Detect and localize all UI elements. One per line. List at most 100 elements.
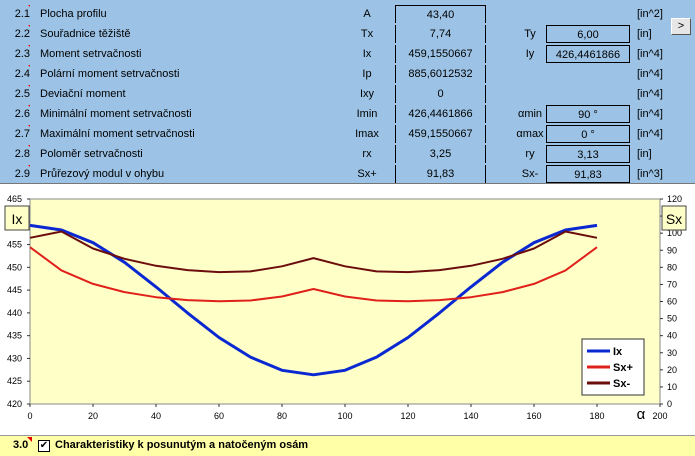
y-right-tick-label: 120: [667, 194, 682, 204]
row-symbol-2: Ty: [524, 28, 536, 40]
row-value[interactable]: 43,40: [395, 5, 486, 23]
y-right-tick-label: 70: [667, 279, 677, 289]
row-number: 2.6: [0, 105, 30, 123]
row-label: Deviační moment: [40, 88, 126, 100]
table-row: 2.9 Průřezový modul v ohybu Sx+ 91,83 Sx- 91,…: [0, 165, 695, 183]
row-label: Moment setrvačnosti: [40, 48, 142, 60]
row-symbol: Imax: [355, 128, 379, 140]
row-symbol-2: Iy: [525, 48, 535, 60]
y-right-tick-label: 100: [667, 228, 682, 238]
row-symbol-2: αmin: [517, 108, 543, 120]
row-unit: [in]: [637, 148, 652, 160]
row-value[interactable]: 459,1550667: [395, 125, 486, 143]
y-right-tick-label: 80: [667, 262, 677, 272]
row-symbol: Ix: [362, 48, 372, 60]
y-right-tick-label: 30: [667, 348, 677, 358]
row-label: Souřadnice těžiště: [40, 28, 131, 40]
row-unit: [in^4]: [637, 88, 663, 100]
x-tick-label: 20: [88, 411, 98, 421]
y-left-tick-label: 450: [7, 262, 22, 272]
row-value[interactable]: 7,74: [395, 25, 486, 43]
x-tick-label: 40: [151, 411, 161, 421]
row-number: 2.4: [0, 65, 30, 83]
legend-label: Sx+: [613, 362, 633, 374]
row-value[interactable]: 885,6012532: [395, 65, 486, 83]
series-line-ix: [29, 223, 598, 377]
y-left-tick-label: 465: [7, 194, 22, 204]
row-symbol: Tx: [360, 28, 374, 40]
next-button[interactable]: >: [671, 18, 691, 35]
row-label: Průřezový modul v ohybu: [40, 168, 165, 180]
row-label: Plocha profilu: [40, 8, 107, 20]
y-left-tick-label: 420: [7, 399, 22, 409]
row-label: Minimální moment setrvačnosti: [40, 108, 192, 120]
row-unit: [in^3]: [637, 168, 663, 180]
row-unit: [in^4]: [637, 128, 663, 140]
row-value-2[interactable]: 6,00: [546, 25, 630, 43]
table-row: 2.2 Souřadnice těžiště Tx 7,74 Ty 6,00 [in]: [0, 25, 695, 43]
comment-marker: [28, 165, 30, 170]
row-unit: [in^2]: [637, 8, 663, 20]
row-value[interactable]: 91,83: [395, 165, 486, 183]
section-footer: 3.0 ✔ Charakteristiky k posunutým a nato…: [0, 435, 695, 456]
y-left-tick-label: 430: [7, 353, 22, 363]
row-unit: [in^4]: [637, 68, 663, 80]
row-number: 2.7: [0, 125, 30, 143]
x-tick-label: 100: [337, 411, 352, 421]
row-value-2[interactable]: 3,13: [546, 145, 630, 163]
row-value[interactable]: 3,25: [395, 145, 486, 163]
comment-marker: [28, 65, 30, 70]
y-right-tick-label: 60: [667, 297, 677, 307]
row-symbol: A: [363, 8, 371, 20]
y-right-tick-label: 50: [667, 314, 677, 324]
y-left-tick-label: 425: [7, 376, 22, 386]
y-left-tick-label: 445: [7, 285, 22, 295]
table-row: 2.6 Minimální moment setrvačnosti Imin 426,…: [0, 105, 695, 123]
row-symbol-2: Sx-: [521, 168, 539, 180]
x-tick-label: 120: [400, 411, 415, 421]
x-tick-label: 160: [526, 411, 541, 421]
y-left-tick-label: 455: [7, 240, 22, 250]
comment-marker: [28, 25, 30, 30]
legend-label: Sx-: [613, 378, 630, 390]
row-label: Polární moment setrvačnosti: [40, 68, 180, 80]
row-number: 2.8: [0, 145, 30, 163]
row-number: 2.1: [0, 5, 30, 23]
x-axis-label: α: [637, 406, 646, 423]
right-axis-label-box: [661, 205, 687, 231]
table-row: 2.4 Polární moment setrvačnosti Ip 885,6012…: [0, 65, 695, 83]
row-unit: [in]: [637, 28, 652, 40]
row-symbol: Imin: [356, 108, 378, 120]
y-left-tick-label: 435: [7, 331, 22, 341]
row-label: Maximální moment setrvačnosti: [40, 128, 195, 140]
table-row: 2.3 Moment setrvačnosti Ix 459,1550667 Iy 426…: [0, 45, 695, 63]
x-tick-label: 200: [652, 411, 667, 421]
row-value-2[interactable]: 426,4461866: [546, 45, 630, 63]
row-value-2[interactable]: 0 °: [546, 125, 630, 143]
y-left-tick-label: 440: [7, 308, 22, 318]
row-unit: [in^4]: [637, 108, 663, 120]
section-checkbox[interactable]: ✔: [38, 440, 50, 452]
chart-area: 4204254304354404454504554604650102030405…: [0, 183, 695, 436]
row-number: 2.5: [0, 85, 30, 103]
section-number: 3.0: [13, 437, 33, 451]
row-number: 2.9: [0, 165, 30, 183]
properties-table: 2.1 Plocha profilu A 43,40 [in^2] 2.2 Souřadni…: [0, 0, 695, 203]
y-right-tick-label: 0: [667, 399, 672, 409]
series-line-sxminus: [29, 230, 598, 274]
row-number: 2.2: [0, 25, 30, 43]
row-unit: [in^4]: [637, 48, 663, 60]
row-label: Poloměr setrvačnosti: [40, 148, 143, 160]
table-row: 2.7 Maximální moment setrvačnosti Imax 459,…: [0, 125, 695, 143]
row-value-2[interactable]: 90 °: [546, 105, 630, 123]
right-axis-label: Sx: [666, 211, 682, 227]
x-tick-label: 140: [463, 411, 478, 421]
row-value[interactable]: 0: [395, 85, 486, 103]
comment-marker: [28, 5, 30, 10]
row-value[interactable]: 459,1550667: [395, 45, 486, 63]
row-value-2[interactable]: 91,83: [546, 165, 630, 183]
comment-marker: [28, 105, 30, 110]
x-tick-label: 180: [589, 411, 604, 421]
row-value[interactable]: 426,4461866: [395, 105, 486, 123]
left-axis-label: Ix: [12, 211, 23, 227]
